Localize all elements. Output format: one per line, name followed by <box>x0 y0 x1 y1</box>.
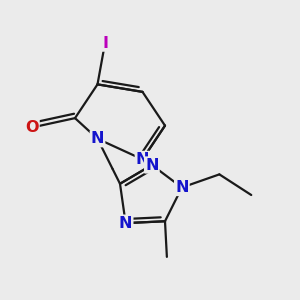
Text: N: N <box>145 158 159 172</box>
Text: N: N <box>136 152 149 167</box>
Text: I: I <box>102 36 108 51</box>
Text: N: N <box>91 131 104 146</box>
Text: O: O <box>25 120 39 135</box>
Text: N: N <box>119 216 132 231</box>
Text: N: N <box>175 180 189 195</box>
